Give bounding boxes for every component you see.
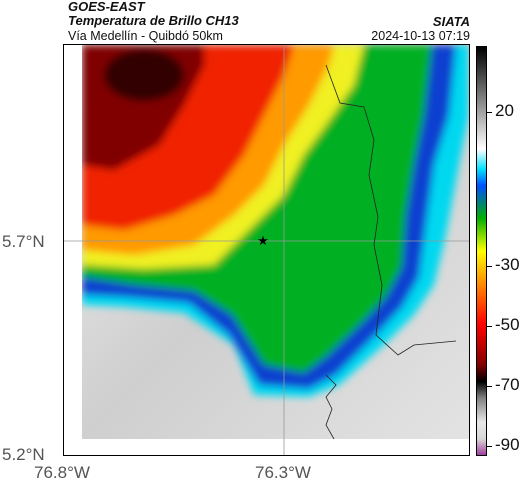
location-marker[interactable]: ★ <box>257 233 269 248</box>
organization-label: SIATA <box>432 14 470 29</box>
colorbar-label-20: 20 <box>495 101 514 120</box>
colorbar-label-minus90: -90 <box>495 435 520 454</box>
colorbar-tick <box>487 446 492 447</box>
colorbar <box>476 46 487 456</box>
lat-label-5-2: 5.2°N <box>2 445 45 464</box>
colorbar-tick <box>487 266 492 267</box>
map-panel[interactable]: ★ <box>63 44 470 456</box>
colorbar-tick <box>487 326 492 327</box>
department-border <box>325 64 457 356</box>
colorbar-label-minus30: -30 <box>495 255 520 274</box>
brightness-temperature-map[interactable]: ★ <box>64 45 469 455</box>
coldest-core <box>104 49 184 101</box>
temperature-field <box>82 45 469 397</box>
lat-label-5-7: 5.7°N <box>2 232 45 251</box>
colorbar-tick <box>487 386 492 387</box>
map-margin-left <box>64 45 82 455</box>
product-title: Temperatura de Brillo CH13 <box>68 13 239 28</box>
lon-label-76-8: 76.8°W <box>34 463 90 482</box>
timestamp-label: 2024-10-13 07:19 <box>371 29 470 43</box>
satellite-source: GOES-EAST <box>68 0 145 14</box>
colorbar-tick <box>487 112 492 113</box>
map-margin-bottom <box>64 439 469 455</box>
colorbar-label-minus70: -70 <box>495 375 520 394</box>
lon-label-76-3: 76.3°W <box>255 463 311 482</box>
department-border-south <box>325 374 337 440</box>
colorbar-label-minus50: -50 <box>495 315 520 334</box>
region-subtitle: Vía Medellín - Quibdó 50km <box>68 29 223 43</box>
